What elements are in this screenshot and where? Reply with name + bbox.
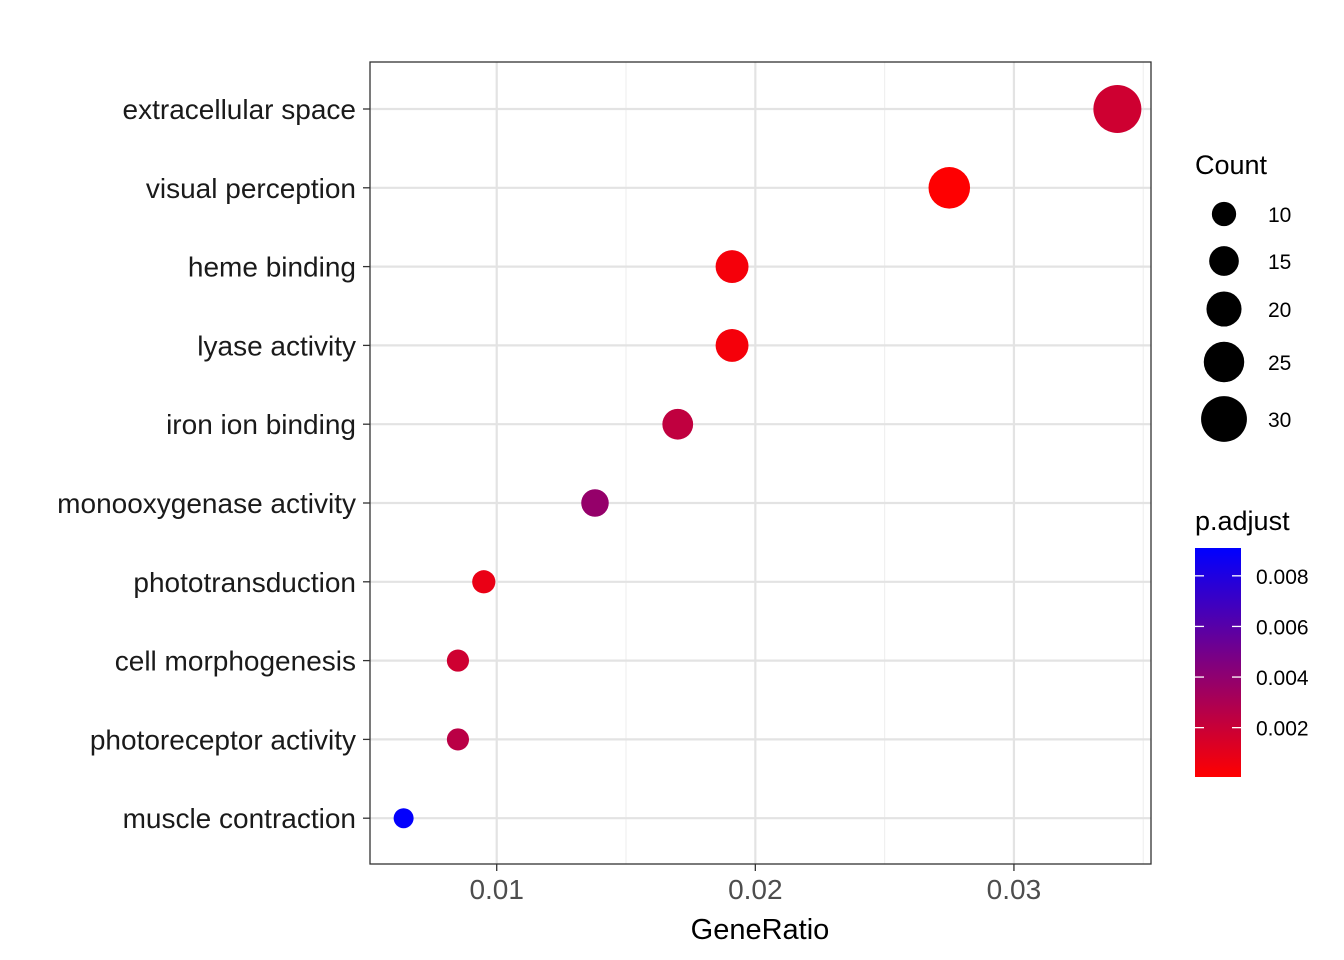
count-legend-dot (1211, 201, 1237, 227)
data-point (446, 649, 470, 672)
p-adjust-colorbar (1195, 548, 1241, 777)
count-legend-label: 20 (1268, 299, 1291, 322)
x-tick-label: 0.01 (469, 874, 524, 905)
count-legend-label: 25 (1268, 352, 1291, 375)
y-tick-label: photoreceptor activity (90, 724, 356, 755)
data-point (928, 167, 971, 209)
x-axis: 0.01 0.02 0.03 (469, 864, 1041, 905)
count-legend: Count 10 15 20 25 30 (1195, 150, 1291, 442)
count-legend-label: 30 (1268, 409, 1291, 432)
p-adjust-legend-title: p.adjust (1195, 506, 1290, 536)
colorbar-tick-label: 0.006 (1256, 616, 1309, 639)
data-point (446, 728, 470, 751)
data-point (662, 408, 694, 440)
count-legend-dot (1209, 246, 1239, 276)
p-adjust-legend: p.adjust 0.002 0.004 0.006 0.008 (1195, 506, 1309, 777)
data-point (1093, 85, 1142, 133)
count-legend-title: Count (1195, 150, 1268, 180)
colorbar-tick-label: 0.004 (1256, 667, 1309, 690)
colorbar-tick-label: 0.002 (1256, 718, 1309, 741)
y-tick-label: muscle contraction (123, 803, 356, 834)
count-legend-label: 10 (1268, 204, 1291, 227)
grid-lines (370, 62, 1151, 864)
data-point (393, 808, 414, 829)
data-point (715, 250, 749, 284)
plot-panel-border (369, 61, 1152, 865)
y-tick-label: phototransduction (133, 567, 356, 598)
count-legend-dot (1203, 341, 1245, 383)
x-tick-label: 0.02 (728, 874, 783, 905)
data-point (581, 489, 609, 517)
y-tick-label: cell morphogenesis (115, 646, 356, 677)
x-tick-label: 0.03 (987, 874, 1042, 905)
count-legend-dot (1206, 291, 1242, 327)
x-axis-title: GeneRatio (691, 914, 830, 946)
y-tick-label: lyase activity (197, 330, 356, 361)
y-tick-label: visual perception (146, 173, 356, 204)
colorbar-tick-label: 0.008 (1256, 566, 1309, 589)
data-points (393, 85, 1142, 829)
y-tick-label: iron ion binding (166, 409, 356, 440)
data-point (715, 328, 749, 362)
count-legend-label: 15 (1268, 251, 1291, 274)
count-legend-dot (1201, 396, 1247, 442)
y-axis: extracellular space visual perception heme… (57, 94, 370, 834)
data-point (472, 570, 496, 594)
y-tick-label: heme binding (188, 252, 356, 283)
y-tick-label: extracellular space (123, 94, 356, 125)
y-tick-label: monooxygenase activity (57, 488, 356, 519)
plot-panel-background (370, 62, 1151, 864)
